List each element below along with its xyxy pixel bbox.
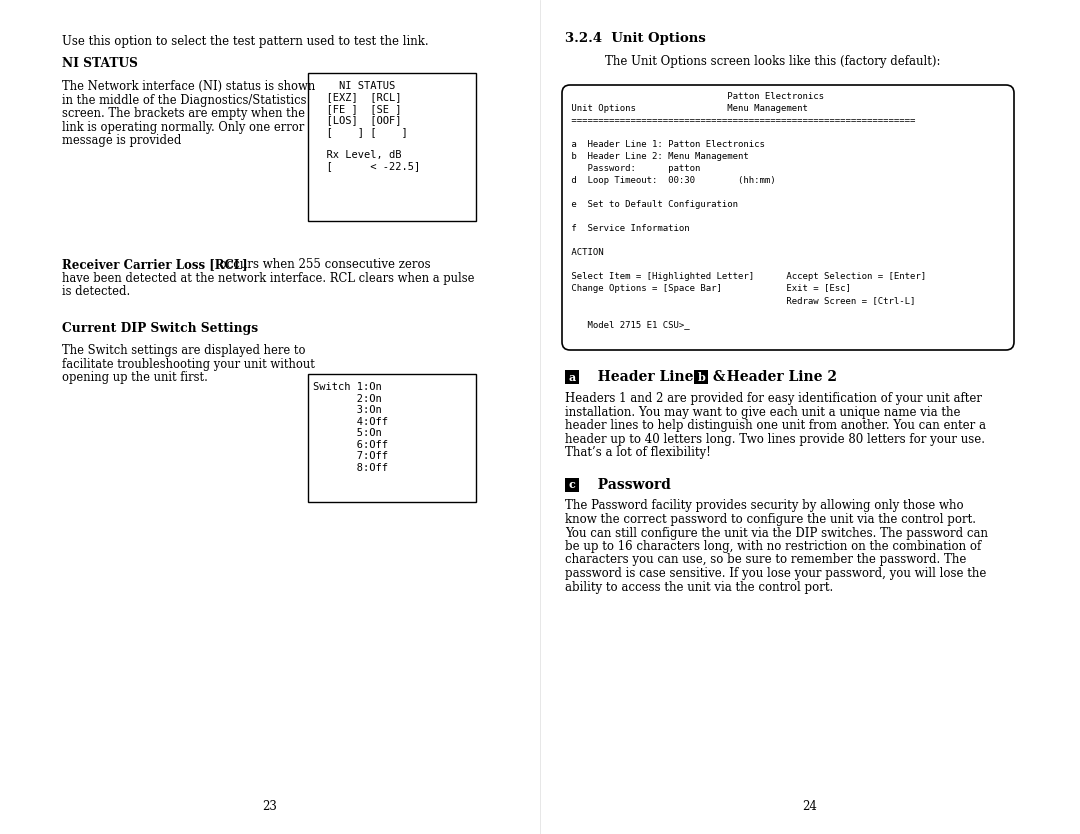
Text: installation. You may want to give each unit a unique name via the: installation. You may want to give each … [565,405,960,419]
Text: Password: Password [583,478,671,491]
Bar [565,478,579,491]
Text: ================================================================: ========================================… [566,116,916,125]
Text: [EXZ]  [RCL]: [EXZ] [RCL] [314,93,402,103]
Text: 2:On: 2:On [313,394,381,404]
Text: 8:Off: 8:Off [313,463,388,473]
Text: 3.2.4  Unit Options: 3.2.4 Unit Options [565,32,705,45]
Bar [565,370,579,384]
FancyBboxPatch shape [562,85,1014,350]
Text: f  Service Information: f Service Information [566,224,690,233]
Text: b: b [698,371,705,383]
Text: 5:On: 5:On [313,428,381,438]
Text: Switch 1:On: Switch 1:On [313,382,381,392]
Bar [308,374,476,502]
Text: Change Options = [Space Bar]            Exit = [Esc]: Change Options = [Space Bar] Exit = [Esc… [566,284,851,293]
Text: occurs when 255 consecutive zeros: occurs when 255 consecutive zeros [212,258,431,271]
Text: 6:Off: 6:Off [313,440,388,450]
Text: message is provided: message is provided [62,134,181,147]
Text: 23: 23 [262,800,278,813]
Text: [    ] [    ]: [ ] [ ] [314,127,408,137]
Text: Patton Electronics: Patton Electronics [566,92,824,101]
Text: header up to 40 letters long. Two lines provide 80 letters for your use.: header up to 40 letters long. Two lines … [565,433,985,445]
Text: ability to access the unit via the control port.: ability to access the unit via the contr… [565,580,834,594]
Text: The Switch settings are displayed here to: The Switch settings are displayed here t… [62,344,306,357]
Text: [      < -22.5]: [ < -22.5] [314,162,420,172]
Text: be up to 16 characters long, with no restriction on the combination of: be up to 16 characters long, with no res… [565,540,982,553]
Text: Header Line 2: Header Line 2 [712,370,837,384]
Text: Redraw Screen = [Ctrl-L]: Redraw Screen = [Ctrl-L] [566,296,916,305]
Text: screen. The brackets are empty when the: screen. The brackets are empty when the [62,107,305,120]
Text: The Password facility provides security by allowing only those who: The Password facility provides security … [565,500,963,513]
Text: a  Header Line 1: Patton Electronics: a Header Line 1: Patton Electronics [566,140,765,149]
Text: 24: 24 [802,800,818,813]
Text: header lines to help distinguish one unit from another. You can enter a: header lines to help distinguish one uni… [565,419,986,432]
Text: link is operating normally. Only one error: link is operating normally. Only one err… [62,120,305,133]
Bar [308,73,476,221]
Text: Headers 1 and 2 are provided for easy identification of your unit after: Headers 1 and 2 are provided for easy id… [565,392,982,405]
Text: is detected.: is detected. [62,285,131,298]
Text: 7:Off: 7:Off [313,451,388,461]
Text: Select Item = [Highlighted Letter]      Accept Selection = [Enter]: Select Item = [Highlighted Letter] Accep… [566,272,927,281]
Text: Receiver Carrier Loss [RCL]: Receiver Carrier Loss [RCL] [62,258,247,271]
Text: in the middle of the Diagnostics/Statistics: in the middle of the Diagnostics/Statist… [62,93,307,107]
Text: a: a [568,371,576,383]
Bar [694,370,708,384]
Text: c: c [568,479,576,490]
Text: password is case sensitive. If you lose your password, you will lose the: password is case sensitive. If you lose … [565,567,986,580]
Text: ACTION: ACTION [566,248,604,257]
Text: Rx Level, dB: Rx Level, dB [314,150,402,160]
Text: NI STATUS: NI STATUS [314,81,395,91]
Text: facilitate troubleshooting your unit without: facilitate troubleshooting your unit wit… [62,358,315,370]
Text: Unit Options                 Menu Management: Unit Options Menu Management [566,104,808,113]
Text: b  Header Line 2: Menu Management: b Header Line 2: Menu Management [566,152,748,161]
Text: Password:      patton: Password: patton [566,164,700,173]
Text: You can still configure the unit via the DIP switches. The password can: You can still configure the unit via the… [565,526,988,540]
Text: The Network interface (NI) status is shown: The Network interface (NI) status is sho… [62,80,315,93]
Text: know the correct password to configure the unit via the control port.: know the correct password to configure t… [565,513,976,526]
Text: Model 2715 E1 CSU>_: Model 2715 E1 CSU>_ [566,320,690,329]
Text: Use this option to select the test pattern used to test the link.: Use this option to select the test patte… [62,35,429,48]
Text: [LOS]  [OOF]: [LOS] [OOF] [314,115,402,125]
Text: 3:On: 3:On [313,405,381,415]
Text: e  Set to Default Configuration: e Set to Default Configuration [566,200,738,209]
Text: characters you can use, so be sure to remember the password. The: characters you can use, so be sure to re… [565,554,967,566]
Text: have been detected at the network interface. RCL clears when a pulse: have been detected at the network interf… [62,272,474,284]
Text: Header Line 1 &: Header Line 1 & [583,370,730,384]
Text: opening up the unit first.: opening up the unit first. [62,371,207,384]
Text: [FE ]  [SE ]: [FE ] [SE ] [314,104,402,114]
Text: d  Loop Timeout:  00:30        (hh:mm): d Loop Timeout: 00:30 (hh:mm) [566,176,775,185]
Text: NI STATUS: NI STATUS [62,57,138,70]
Text: The Unit Options screen looks like this (factory default):: The Unit Options screen looks like this … [605,55,941,68]
Text: Current DIP Switch Settings: Current DIP Switch Settings [62,322,258,335]
Text: 4:Off: 4:Off [313,416,388,426]
Text: That’s a lot of flexibility!: That’s a lot of flexibility! [565,446,711,459]
